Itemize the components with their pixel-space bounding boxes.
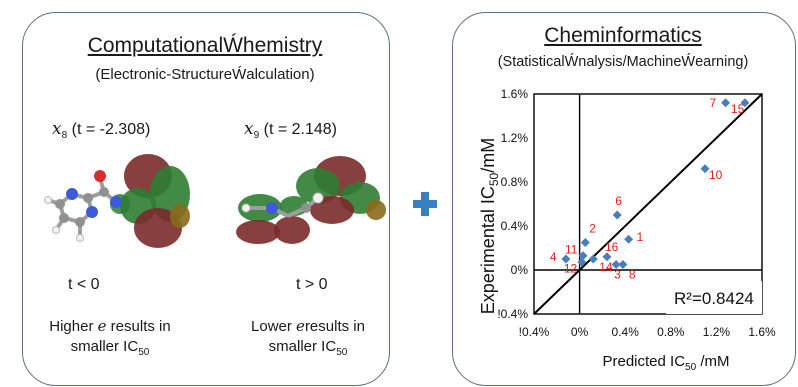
x-tick-label: !0.4% <box>519 325 550 339</box>
data-point-label: 6 <box>615 194 622 208</box>
t-value: (t = 2.148) <box>263 121 337 138</box>
cheminformatics-panel <box>452 12 796 386</box>
y-tick-label: 0.8% <box>501 175 529 189</box>
molecule-8-description: Higher e results in smaller IC50 <box>30 316 190 363</box>
statistical-analysis-subtitle: (StatisticalẂnalysis/MachineẂearning) <box>497 54 749 70</box>
data-point-marker <box>578 251 588 261</box>
condition-t-negative: t < 0 <box>68 276 100 293</box>
data-point-label: 11 <box>565 243 578 257</box>
desc-subscript: 50 <box>138 347 150 358</box>
data-point-label: 10 <box>709 168 723 182</box>
y-axis-label-unit: /mM <box>478 138 498 173</box>
x-tick-label: 0.8% <box>657 325 685 339</box>
data-point-marker <box>618 260 628 269</box>
y-axis-label-sub: 50 <box>487 172 501 186</box>
data-point-marker <box>611 260 621 269</box>
energy-symbol: e <box>97 317 107 335</box>
data-point-marker <box>740 98 750 108</box>
data-point-label: 12 <box>564 261 578 275</box>
y-tick-label: !0.4% <box>497 307 528 321</box>
predicted-vs-experimental-chart: Experimental IC50/mM Predicted IC50 /mM … <box>478 87 776 373</box>
electronic-structure-subtitle: (Electronic-StructureẂalculation) <box>95 66 315 83</box>
desc-text: Lower <box>251 318 297 335</box>
data-point-marker <box>612 210 622 220</box>
desc-text: results in <box>106 318 171 335</box>
molecule-8-orbital-image <box>44 154 190 248</box>
desc-text: results in <box>304 318 365 335</box>
condition-t-positive: t > 0 <box>296 276 328 293</box>
x-tick-label: 0.4% <box>612 325 640 339</box>
x-tick-label: 1.2% <box>703 325 731 339</box>
y-axis-label: Experimental IC50/mM <box>478 138 501 314</box>
computational-chemistry-title: ComputationalẂhemistry <box>87 34 323 57</box>
data-point-label: 1 <box>637 230 644 244</box>
x-axis-label-text: Predicted IC <box>603 353 686 370</box>
x-axis-label-unit: /mM <box>696 353 729 370</box>
data-point-label: 16 <box>605 240 619 254</box>
y-axis-label-text: Experimental IC <box>478 186 498 314</box>
descriptor-symbol: x <box>52 119 62 139</box>
x-tick-label: 0% <box>571 325 589 339</box>
x-axis-label-sub: 50 <box>685 362 697 373</box>
data-point-marker <box>700 164 710 174</box>
molecule-9-orbital-image <box>236 156 386 244</box>
t-value: (t = -2.308) <box>71 121 151 138</box>
r-squared-annotation: R²=0.8424 <box>674 289 754 308</box>
plus-icon <box>413 192 437 216</box>
data-point-marker <box>588 254 598 264</box>
desc-subscript: 50 <box>336 347 348 358</box>
y-tick-label: 1.2% <box>501 131 529 145</box>
data-point-marker <box>602 252 612 262</box>
data-point-label: 4 <box>550 250 557 264</box>
data-point-label: 3 <box>614 268 621 282</box>
desc-text: smaller IC <box>268 338 337 355</box>
data-point-marker <box>624 234 634 244</box>
regression-line <box>533 93 763 315</box>
y-tick-label: 1.6% <box>501 87 529 101</box>
energy-symbol: e <box>296 317 305 335</box>
descriptor-subscript: 9 <box>253 130 260 142</box>
data-point-label: 2 <box>589 222 596 236</box>
data-point-label: 8 <box>629 268 636 282</box>
r-squared-box <box>666 281 762 314</box>
data-point-marker <box>721 98 731 108</box>
data-point-label: 14 <box>599 260 613 274</box>
cheminformatics-title: Cheminformatics <box>544 24 702 47</box>
plot-frame <box>533 93 763 315</box>
molecule-8-label: x8 (t = -2.308) <box>52 119 150 141</box>
data-point-marker <box>561 254 571 264</box>
descriptor-subscript: 8 <box>61 130 68 142</box>
y-tick-label: 0% <box>511 263 529 277</box>
x-axis-label: Predicted IC50 /mM <box>603 353 730 373</box>
descriptor-symbol: x <box>244 119 254 139</box>
molecule-9-label: x9 (t = 2.148) <box>244 119 337 141</box>
x-tick-label: 1.6% <box>748 325 776 339</box>
desc-text: smaller IC <box>70 338 139 355</box>
data-point-marker <box>577 257 587 267</box>
data-point-label: 7 <box>710 96 717 110</box>
svg-text:Predicted IC50 /mM: Predicted IC50 /mM <box>603 353 730 373</box>
y-tick-label: 0.4% <box>501 219 529 233</box>
data-point-label: 15 <box>731 102 745 116</box>
svg-text:Experimental IC50/mM: Experimental IC50/mM <box>478 138 501 314</box>
data-point-marker <box>580 238 590 247</box>
molecule-9-description: Lower eresults in smaller IC50 <box>228 316 388 363</box>
desc-text: Higher <box>49 318 98 335</box>
